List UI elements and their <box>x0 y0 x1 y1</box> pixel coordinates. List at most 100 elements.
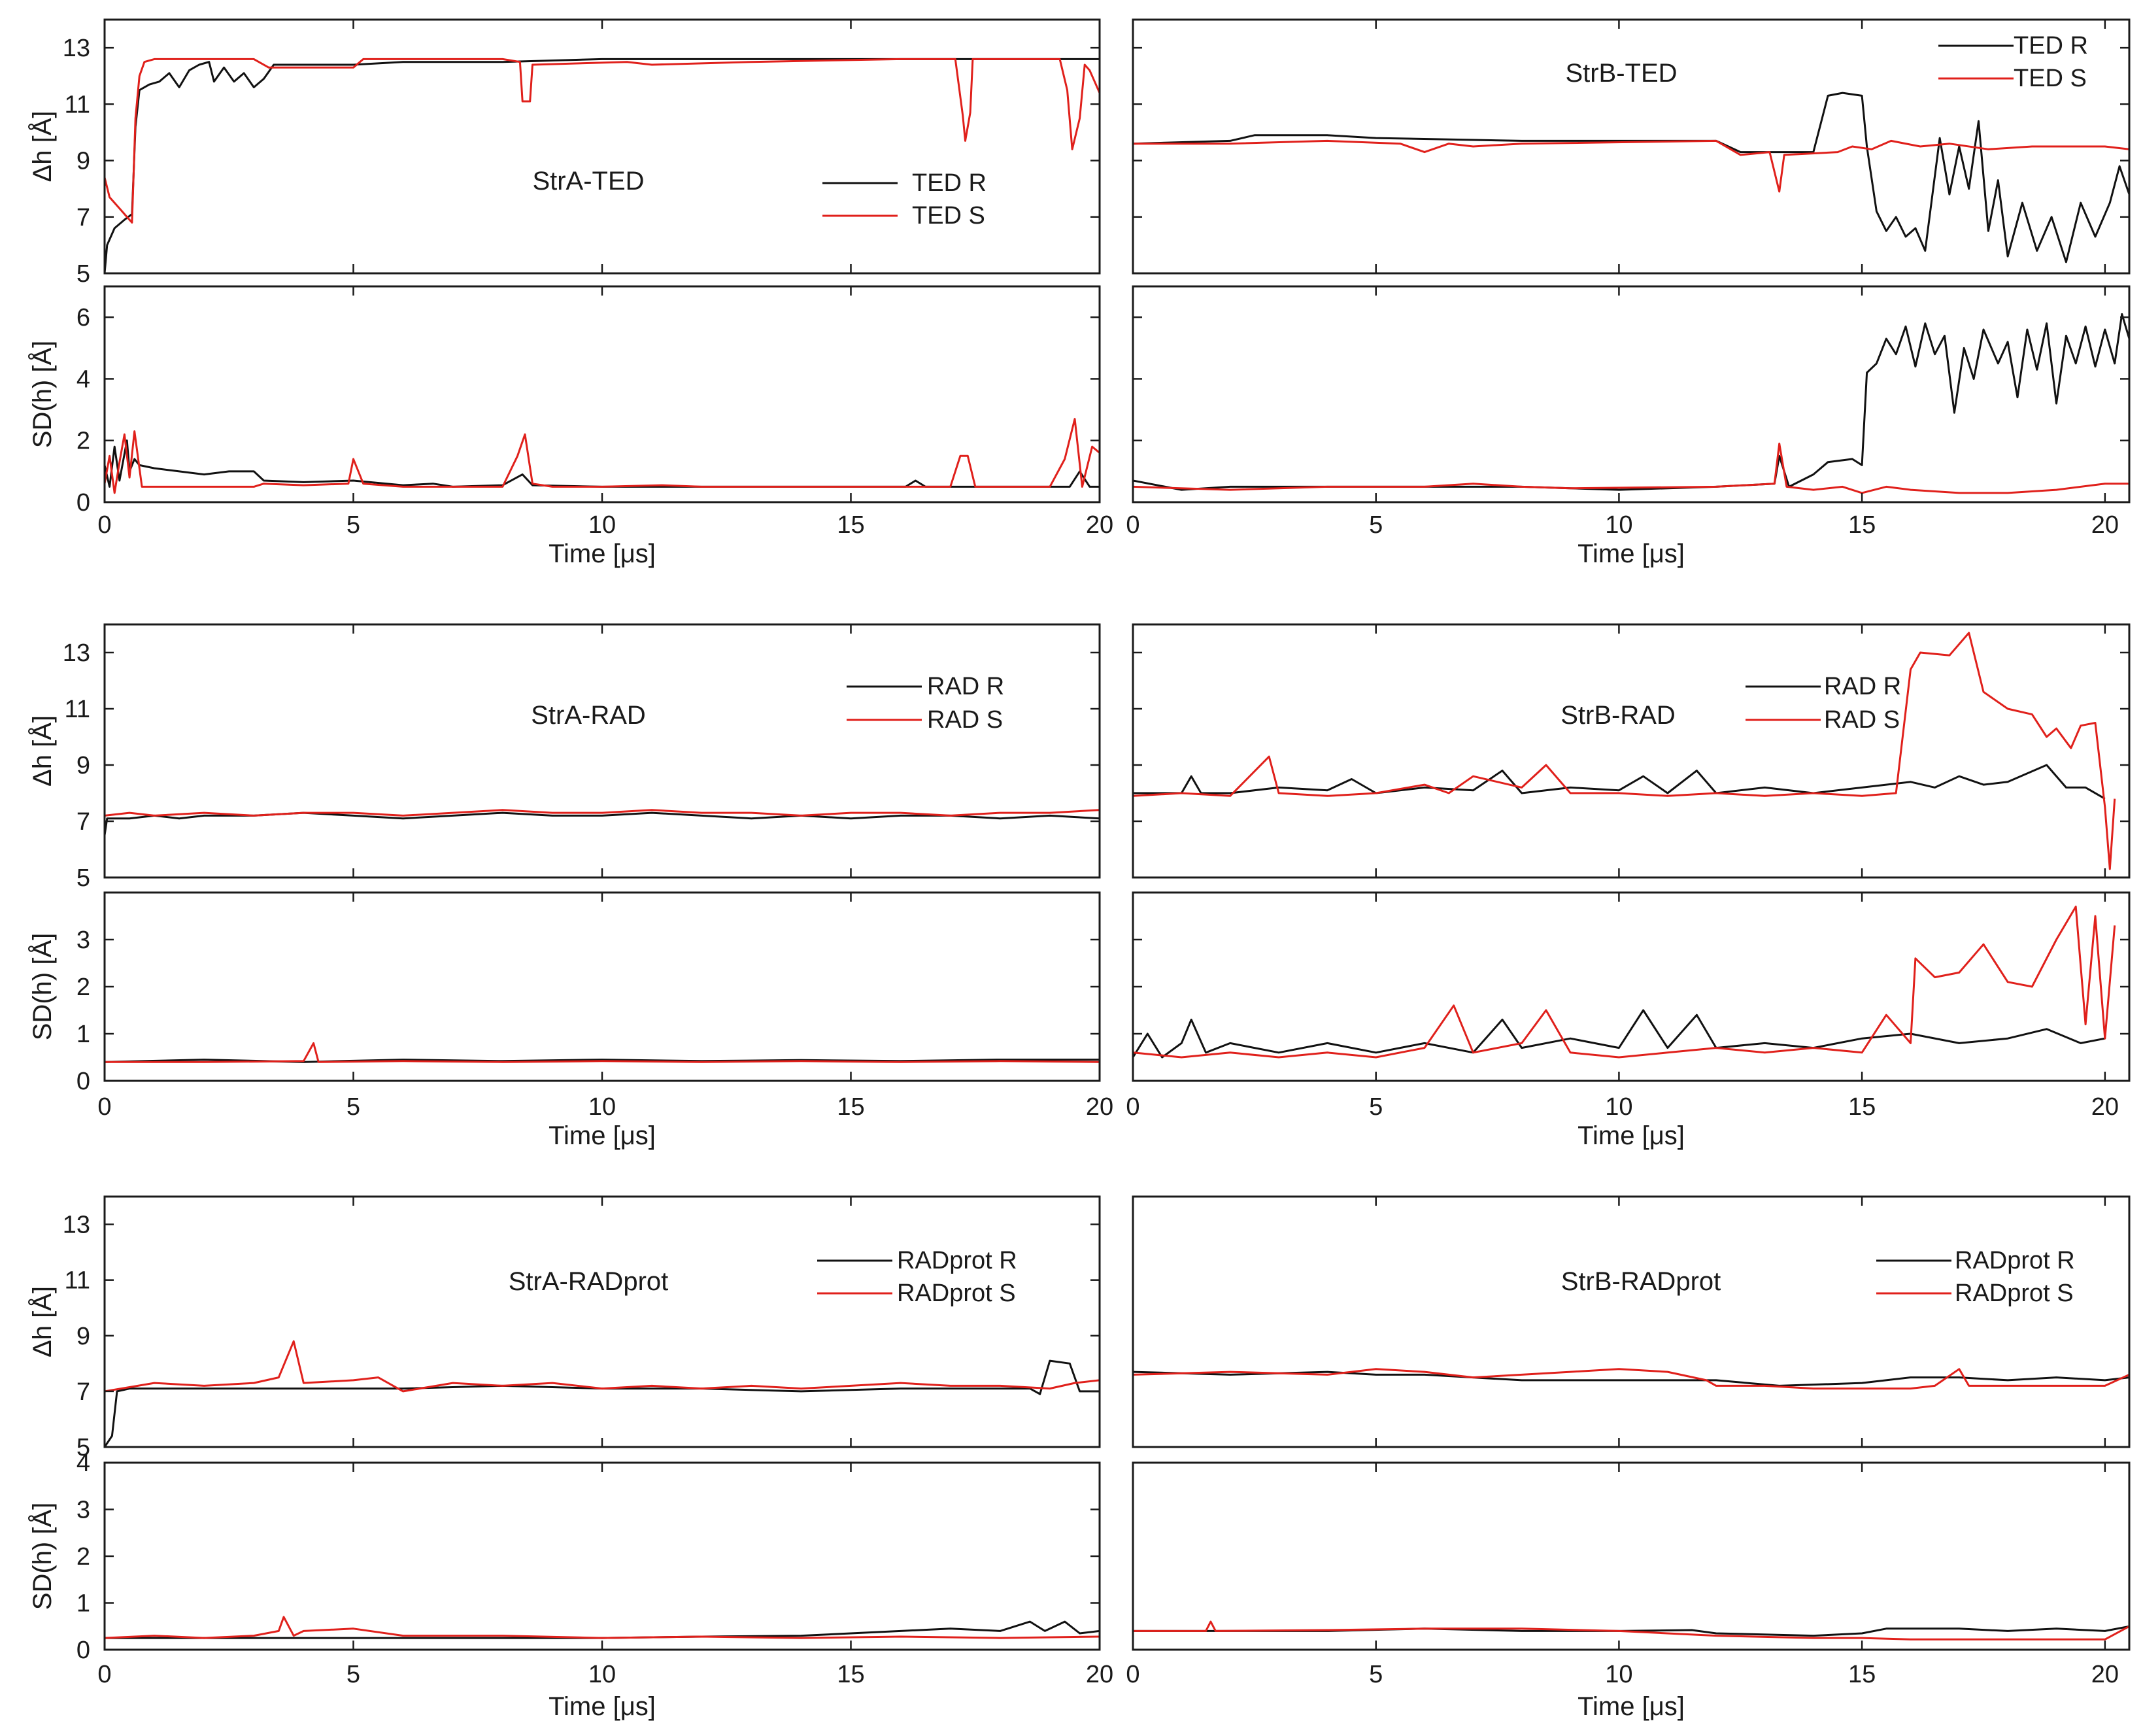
x-tick-label: 20 <box>1086 1661 1113 1688</box>
x-tick-label: 0 <box>1126 1093 1139 1121</box>
x-tick-label: 10 <box>1605 511 1632 539</box>
legend-label-R: TED R <box>912 169 987 197</box>
series-strB-rad-bottom-S <box>1133 906 2116 1059</box>
series-strA-ted-top-S <box>105 58 1100 224</box>
x-tick-label: 0 <box>1126 511 1139 539</box>
y-tick-label: 7 <box>76 808 90 836</box>
x-tick-label: 0 <box>97 511 111 539</box>
strA-rad-top-plot: 5 7 9 11 13 Δh [Å] <box>27 623 1101 892</box>
plot-frame <box>103 623 1101 879</box>
y-axis-title: SD(h) [Å] <box>27 1503 57 1610</box>
y-tick-label: 9 <box>76 752 90 779</box>
series-strB-ted-bottom-R <box>1133 313 2129 491</box>
series-strA-ted-bottom-R <box>105 439 1100 488</box>
strB-rad-bottom-plot <box>1132 891 2131 1082</box>
plot-frame <box>1132 285 2131 503</box>
plot-frame <box>103 285 1101 503</box>
legend-label-R: RAD R <box>927 673 1004 700</box>
series-strB-ted-top-R <box>1133 92 2129 264</box>
y-tick-label: 11 <box>65 696 90 723</box>
y-axis-title: Δh [Å] <box>27 1286 57 1357</box>
panel-strA-radprot: 5 7 9 11 13 Δh [Å] 0 1 2 3 4 SD(h) [Å] 0 5 10 15 20 Time … <box>27 1195 1113 1721</box>
x-tick-label: 5 <box>346 1661 360 1688</box>
y-tick-label: 6 <box>76 304 90 332</box>
plot-frame <box>1132 623 2131 879</box>
series-strA-rad-top-R <box>105 811 1100 836</box>
y-tick-label: 3 <box>76 1497 90 1524</box>
y-axis-title: SD(h) [Å] <box>27 933 57 1040</box>
x-tick-label: 0 <box>1126 1661 1139 1688</box>
x-tick-label: 15 <box>1848 511 1876 539</box>
y-axis-title: SD(h) [Å] <box>27 341 57 448</box>
panel-strB-ted: 0 5 10 15 20 Time [μs] StrB-TED TED R TED S <box>1126 18 2131 568</box>
y-axis-title: Δh [Å] <box>27 111 57 182</box>
series-strA-radprot-bottom-S <box>105 1616 1100 1639</box>
y-tick-label: 2 <box>76 974 90 1001</box>
series-strB-ted-top-S <box>1133 139 2129 193</box>
legend: RADprot R RADprot S <box>1876 1247 2075 1307</box>
strA-ted-bottom-plot: 0 2 4 6 SD(h) [Å] <box>27 285 1101 517</box>
x-tick-label: 20 <box>2091 511 2119 539</box>
strA-rad-bottom-plot: 0 1 2 3 SD(h) [Å] <box>27 891 1101 1095</box>
y-tick-label: 9 <box>76 148 90 175</box>
y-tick-label: 11 <box>65 1267 90 1295</box>
plot-frame <box>1132 18 2131 275</box>
y-tick-label: 2 <box>76 428 90 455</box>
legend: TED R TED S <box>1938 32 2088 92</box>
panel-label: StrA-RADprot <box>509 1267 669 1296</box>
plot-frame <box>1132 1461 2131 1651</box>
panel-label: StrB-RAD <box>1561 701 1676 730</box>
series-strA-radprot-bottom-R <box>105 1620 1100 1639</box>
legend: RADprot R RADprot S <box>817 1247 1017 1307</box>
x-tick-label: 0 <box>97 1093 111 1121</box>
y-axis-title: Δh [Å] <box>27 715 57 787</box>
legend-label-S: RAD S <box>927 706 1003 734</box>
x-axis-title: Time [μs] <box>548 539 656 568</box>
x-tick-label: 20 <box>1086 511 1113 539</box>
series-strB-rad-bottom-R <box>1133 1009 2106 1059</box>
strA-ted-top-plot: 5 7 9 11 13 Δh [Å] <box>27 18 1101 288</box>
y-tick-label: 13 <box>63 35 90 62</box>
legend-label-S: RAD S <box>1824 706 1900 734</box>
y-tick-label: 4 <box>76 1450 90 1477</box>
x-tick-label: 15 <box>1848 1093 1876 1121</box>
x-tick-label: 0 <box>97 1661 111 1688</box>
y-tick-label: 1 <box>76 1590 90 1618</box>
series-strA-radprot-top-S <box>105 1340 1100 1393</box>
x-axis-title: Time [μs] <box>548 1692 656 1721</box>
legend-label-R: TED R <box>2014 32 2088 60</box>
y-tick-label: 0 <box>76 489 90 517</box>
panel-strA-rad: 5 7 9 11 13 Δh [Å] 0 1 2 3 SD(h) [Å] 0 5 10 15 20 Time [… <box>27 623 1113 1150</box>
series-strB-ted-bottom-S <box>1133 442 2129 494</box>
panel-label: StrB-RADprot <box>1561 1267 1721 1296</box>
y-tick-label: 2 <box>76 1543 90 1571</box>
series-strA-rad-bottom-S <box>105 1042 1100 1063</box>
strB-ted-top-plot <box>1132 18 2131 275</box>
y-tick-label: 13 <box>63 639 90 667</box>
y-tick-label: 11 <box>65 91 90 118</box>
x-tick-label: 20 <box>2091 1661 2119 1688</box>
plot-frame <box>103 18 1101 275</box>
panel-strA-ted: 5 7 9 11 13 Δh [Å] 0 2 4 6 SD(h) [Å] 0 5 10 15 20 Time [… <box>27 18 1113 568</box>
x-tick-label: 15 <box>837 1661 864 1688</box>
x-tick-label: 10 <box>588 511 616 539</box>
series-strB-radprot-top-S <box>1133 1368 2129 1390</box>
series-strA-ted-bottom-S <box>105 418 1100 494</box>
x-axis-title: Time [μs] <box>1578 1121 1685 1150</box>
plot-frame <box>103 1195 1101 1448</box>
legend-label-S: RADprot S <box>897 1280 1016 1307</box>
x-tick-label: 10 <box>588 1661 616 1688</box>
series-strB-rad-top-S <box>1133 632 2116 870</box>
y-tick-label: 1 <box>76 1021 90 1048</box>
strB-ted-bottom-plot <box>1132 285 2131 503</box>
series-strA-rad-top-S <box>105 809 1100 817</box>
y-tick-label: 3 <box>76 927 90 954</box>
legend-label-S: TED S <box>2014 65 2087 92</box>
legend-label-S: TED S <box>912 202 985 230</box>
plot-frame <box>103 891 1101 1082</box>
x-axis-title: Time [μs] <box>548 1121 656 1150</box>
series-strB-radprot-bottom-S <box>1133 1620 2129 1641</box>
y-tick-label: 5 <box>76 260 90 288</box>
x-tick-label: 20 <box>1086 1093 1113 1121</box>
